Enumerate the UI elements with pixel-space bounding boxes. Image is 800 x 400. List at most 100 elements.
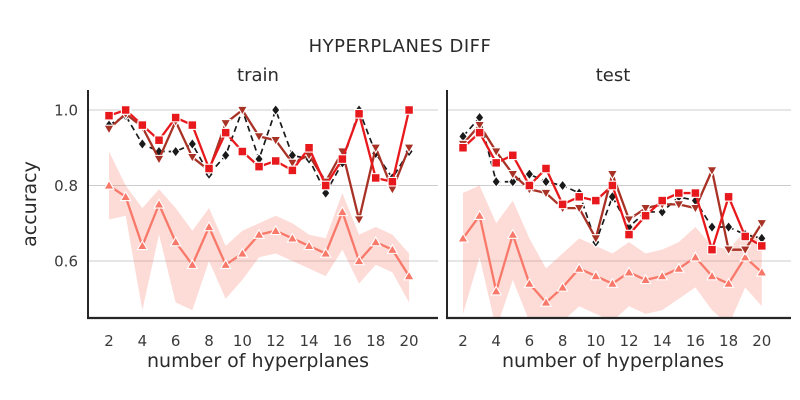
red-square-marker	[507, 150, 518, 161]
series-red-square	[104, 105, 414, 191]
red-square-marker	[320, 180, 331, 191]
subplot-title: train	[237, 65, 279, 86]
darkred-triangle-down-marker	[540, 188, 552, 200]
darkred-triangle-down-marker	[153, 154, 165, 166]
red-square-marker	[104, 110, 114, 121]
darkred-triangle-down-marker	[722, 245, 735, 256]
salmon-triangle-up-marker	[203, 220, 215, 232]
salmon-triangle-up-marker	[353, 254, 366, 266]
darkred-triangle-down-marker	[606, 169, 619, 181]
darkred-triangle-down-marker	[369, 143, 382, 154]
darkred-triangle-down-marker	[706, 166, 718, 177]
black-dashed-diamond-marker	[657, 205, 668, 219]
salmon-triangle-up-marker	[623, 266, 635, 277]
red-square-marker	[204, 163, 214, 174]
x-axis-label: number of hyperplanes	[147, 350, 369, 372]
red-square-marker	[287, 165, 298, 176]
salmon-triangle-up-marker	[639, 273, 652, 285]
red-square-marker	[607, 180, 618, 191]
x-tick-label: 16	[686, 332, 705, 350]
red-square-marker	[187, 120, 198, 130]
salmon-triangle-up-marker	[303, 239, 315, 251]
series-salmon-triangle-up	[457, 185, 768, 318]
darkred-triangle-down-marker	[689, 203, 702, 215]
red-square-marker	[254, 161, 264, 172]
red-square-marker	[120, 105, 131, 115]
red-square-marker	[137, 120, 148, 130]
darkred-triangle-down-marker	[236, 105, 249, 117]
red-square-marker	[690, 188, 701, 198]
black-dashed-diamond-marker	[557, 179, 568, 192]
salmon-triangle-up-marker	[253, 228, 265, 239]
x-tick-label: 20	[752, 332, 771, 350]
salmon-triangle-up-marker	[153, 198, 165, 209]
red-square-marker	[707, 244, 717, 255]
red-square-marker	[337, 154, 348, 164]
x-axis-label: number of hyperplanes	[502, 350, 724, 372]
red-square-marker	[723, 191, 734, 202]
salmon-triangle-up-marker	[236, 247, 249, 258]
red-square-marker	[574, 191, 585, 202]
x-tick-label: 18	[366, 332, 385, 350]
red-square-marker	[354, 108, 364, 119]
darkred-triangle-down-marker	[573, 203, 586, 215]
x-tick-label: 4	[138, 332, 148, 350]
x-tick-label: 12	[266, 332, 285, 350]
darkred-triangle-down-marker	[589, 234, 602, 245]
black-dashed-diamond-marker	[524, 167, 535, 181]
red-square-marker	[474, 127, 485, 138]
red-square-marker	[557, 199, 568, 210]
subplot-test: 2 4 6 8 10 12 14 16 18 20 number of hyperplanes tes…	[446, 65, 791, 372]
salmon-triangle-up-marker	[490, 285, 503, 296]
darkred-triangle-down-marker	[672, 200, 685, 211]
red-square-marker	[491, 158, 502, 168]
x-tick-label: 14	[653, 332, 672, 350]
salmon-triangle-up-marker	[523, 277, 536, 288]
salmon-triangle-up-marker	[219, 258, 232, 270]
salmon-triangle-up-marker	[573, 262, 586, 273]
black-dashed-diamond-marker	[723, 220, 734, 234]
black-dashed-diamond-marker	[491, 175, 502, 189]
subplot-train: 1.0 0.8 0.6 2 4 6 8 10 12 14 16 18 20 number of hyper…	[19, 65, 438, 372]
darkred-triangle-down-marker	[403, 143, 416, 154]
red-square-marker	[756, 241, 767, 251]
salmon-triangle-up-marker	[706, 269, 718, 281]
black-dashed-diamond-marker	[270, 103, 281, 117]
salmon-triangle-up-marker	[169, 236, 182, 247]
red-square-marker	[657, 195, 668, 206]
x-tick-label: 6	[171, 332, 181, 350]
darkred-triangle-down-marker	[506, 169, 519, 181]
y-axis-label: accuracy	[19, 161, 41, 247]
red-square-marker	[154, 135, 164, 146]
darkred-triangle-down-marker	[490, 147, 503, 158]
subplot-title: test	[596, 65, 631, 86]
red-square-marker	[740, 231, 751, 242]
salmon-triangle-up-marker	[506, 228, 519, 239]
red-square-marker	[524, 180, 535, 191]
x-tick-label: 14	[299, 332, 318, 350]
salmon-triangle-up-marker	[656, 269, 669, 281]
series-red-square	[458, 127, 767, 255]
salmon-triangle-up-marker	[589, 269, 602, 281]
salmon-triangle-up-marker	[540, 296, 552, 307]
darkred-triangle-down-marker	[623, 215, 635, 226]
red-square-marker	[304, 142, 314, 153]
red-square-marker	[624, 229, 634, 240]
salmon-triangle-up-marker	[403, 269, 416, 281]
x-tick-label: 12	[619, 332, 638, 350]
red-square-marker	[270, 156, 281, 166]
salmon-triangle-up-marker	[369, 236, 382, 247]
red-square-marker	[541, 163, 551, 174]
red-square-marker	[404, 105, 414, 115]
red-square-marker	[590, 195, 601, 206]
salmon-triangle-up-marker	[739, 251, 752, 262]
black-dashed-diamond-marker	[187, 137, 198, 151]
salmon-triangle-up-marker	[186, 258, 199, 270]
red-square-marker	[220, 127, 231, 138]
salmon-triangle-up-marker	[556, 281, 569, 292]
darkred-triangle-down-marker	[739, 245, 752, 256]
x-tick-label: 8	[558, 332, 568, 350]
salmon-triangle-up-marker	[103, 179, 115, 190]
salmon-triangle-up-marker	[755, 266, 768, 277]
